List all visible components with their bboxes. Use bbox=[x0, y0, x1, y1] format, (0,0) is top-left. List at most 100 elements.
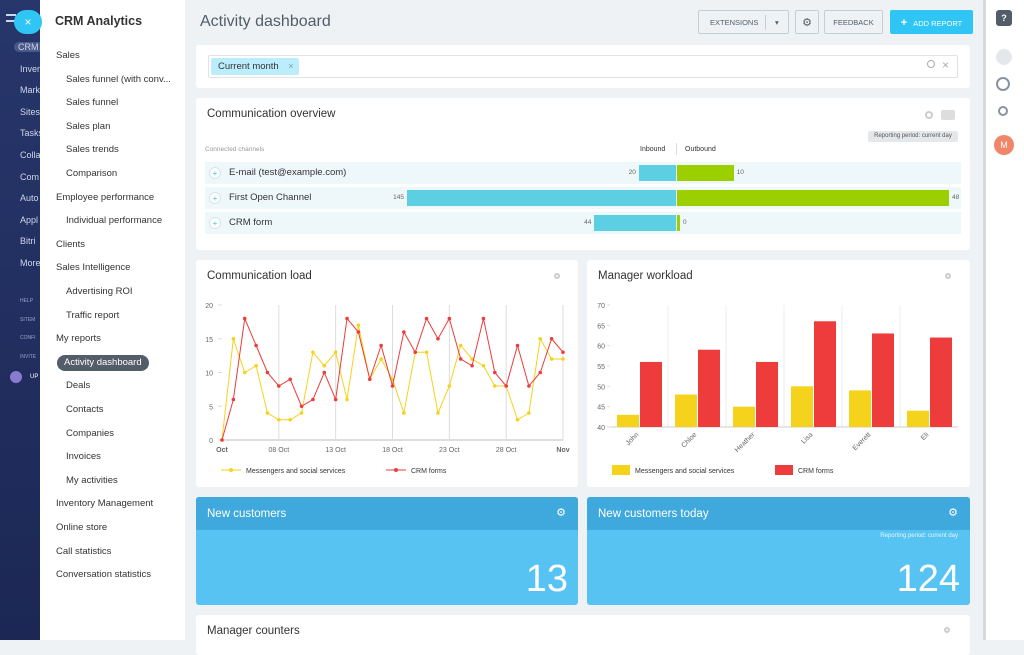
bar bbox=[791, 386, 813, 427]
close-button[interactable]: × bbox=[14, 10, 42, 34]
nav-item[interactable]: Colla bbox=[20, 150, 40, 160]
gear-icon[interactable]: ⚙ bbox=[556, 507, 566, 519]
menu-item[interactable]: Sales trends bbox=[66, 144, 119, 156]
bar bbox=[617, 414, 639, 427]
legend-label: Messengers and social services bbox=[635, 468, 735, 475]
data-point bbox=[458, 357, 463, 361]
nav-item[interactable]: Appl bbox=[20, 214, 39, 225]
add-report-button[interactable]: + ADD REPORT bbox=[890, 10, 973, 34]
menu-item[interactable]: Employee performance bbox=[56, 191, 155, 203]
nav-small-item[interactable]: CONFI bbox=[20, 335, 36, 341]
upgrade-label[interactable]: UP bbox=[30, 374, 39, 380]
nav-small-item[interactable]: HELP bbox=[20, 298, 34, 304]
y-tick-label: 20 bbox=[205, 303, 213, 310]
data-point bbox=[527, 384, 531, 388]
menu-item[interactable]: Companies bbox=[66, 427, 115, 439]
menu-item[interactable]: Sales bbox=[56, 50, 80, 61]
menu-item[interactable]: Invoices bbox=[66, 451, 101, 463]
data-point bbox=[413, 350, 418, 355]
notifications-icon[interactable] bbox=[996, 49, 1012, 65]
channels-label: Connected channels bbox=[205, 146, 265, 153]
filter-chip[interactable]: Current month × bbox=[211, 58, 299, 75]
menu-item[interactable]: Call statistics bbox=[56, 545, 112, 557]
outbound-label: Outbound bbox=[685, 146, 716, 153]
x-tick-label: John bbox=[625, 431, 641, 447]
gear-icon[interactable]: ⚙ bbox=[948, 507, 958, 519]
inbound-bar bbox=[638, 165, 676, 181]
gear-icon[interactable] bbox=[925, 111, 933, 119]
nav-item[interactable]: Com bbox=[20, 171, 40, 182]
menu-item[interactable]: Contacts bbox=[66, 404, 104, 415]
x-tick-label: 28 Oct bbox=[496, 447, 517, 454]
nav-item[interactable]: Auto bbox=[20, 193, 39, 204]
chip-label: Current month bbox=[218, 61, 279, 72]
data-point bbox=[311, 350, 315, 355]
settings-button[interactable]: ⚙ bbox=[795, 10, 819, 34]
channel-row: + CRM form bbox=[205, 212, 961, 234]
outbound-value: 48 bbox=[952, 194, 960, 201]
search-icon[interactable] bbox=[998, 106, 1008, 116]
chip-remove[interactable]: × bbox=[288, 61, 294, 72]
search-icon[interactable] bbox=[927, 60, 935, 68]
menu-item[interactable]: Inventory Management bbox=[56, 498, 154, 510]
messenger-icon[interactable] bbox=[996, 77, 1010, 91]
outbound-value: 10 bbox=[736, 169, 744, 176]
page-title: Activity dashboard bbox=[200, 13, 331, 30]
nav-item[interactable]: Sites bbox=[20, 106, 40, 117]
x-tick-label: Heather bbox=[734, 431, 757, 454]
bar bbox=[733, 406, 755, 427]
nav-item[interactable]: Bitri bbox=[20, 236, 36, 247]
nav-item[interactable]: Tasks bbox=[20, 128, 40, 139]
extensions-button[interactable]: EXTENSIONS ▾ bbox=[698, 10, 789, 34]
menu-item[interactable]: My activities bbox=[66, 474, 118, 486]
hamburger[interactable] bbox=[6, 14, 16, 22]
load-card: Communication load 0 5 10 15 20 Oct 08 Oct 13 O… bbox=[196, 260, 578, 487]
menu-item[interactable]: Sales plan bbox=[66, 120, 111, 132]
help-icon[interactable]: ? bbox=[996, 10, 1012, 26]
menu-item[interactable]: Clients bbox=[56, 238, 86, 250]
data-point bbox=[333, 350, 338, 355]
data-point bbox=[447, 384, 452, 388]
avatar[interactable]: M bbox=[994, 135, 1014, 155]
clear-icon[interactable]: × bbox=[941, 58, 949, 72]
menu-item[interactable]: My reports bbox=[56, 333, 101, 345]
menu-item[interactable]: Conversation statistics bbox=[56, 569, 152, 581]
bar bbox=[907, 410, 929, 427]
menu-item[interactable]: Activity dashboard bbox=[57, 354, 149, 371]
gear-icon[interactable] bbox=[944, 627, 950, 633]
menu-item[interactable]: Sales funnel (with conv... bbox=[66, 73, 171, 85]
nav-item[interactable]: Mark bbox=[20, 85, 40, 96]
gear-icon[interactable] bbox=[554, 273, 560, 279]
expand-icon[interactable]: + bbox=[209, 192, 221, 204]
bar bbox=[849, 390, 871, 427]
camera-icon[interactable] bbox=[941, 110, 955, 120]
y-tick-label: 65 bbox=[597, 323, 605, 330]
menu-item[interactable]: Sales Intelligence bbox=[56, 262, 131, 274]
data-point bbox=[549, 357, 554, 361]
filter-input[interactable]: Current month × × bbox=[208, 55, 958, 78]
nav-item[interactable]: Inven bbox=[20, 63, 40, 74]
menu-item[interactable]: Online store bbox=[56, 522, 108, 533]
menu-item[interactable]: Comparison bbox=[66, 168, 118, 179]
menu-item[interactable]: Traffic report bbox=[66, 309, 120, 321]
y-tick-label: 55 bbox=[597, 364, 605, 371]
nav-small-item[interactable]: INVITE bbox=[20, 353, 37, 360]
nav-small-item[interactable]: SITEM bbox=[20, 316, 36, 323]
nav-item[interactable]: CRM bbox=[14, 42, 40, 52]
scrollbar[interactable] bbox=[983, 0, 986, 640]
data-point bbox=[299, 404, 304, 409]
data-point bbox=[265, 411, 270, 415]
separator bbox=[765, 15, 766, 30]
menu-item[interactable]: Individual performance bbox=[66, 215, 163, 227]
menu-item[interactable]: Sales funnel bbox=[66, 97, 119, 109]
expand-icon[interactable]: + bbox=[209, 217, 221, 229]
feedback-button[interactable]: FEEDBACK bbox=[824, 10, 883, 34]
card-title: Manager workload bbox=[598, 270, 693, 282]
gear-icon[interactable] bbox=[945, 273, 951, 279]
menu-item[interactable]: Deals bbox=[66, 380, 91, 392]
right-bar bbox=[986, 0, 1024, 640]
expand-icon[interactable]: + bbox=[209, 167, 221, 179]
nav-item[interactable]: More bbox=[20, 258, 40, 268]
menu-item[interactable]: Advertising ROI bbox=[66, 286, 133, 297]
data-point bbox=[288, 417, 292, 422]
